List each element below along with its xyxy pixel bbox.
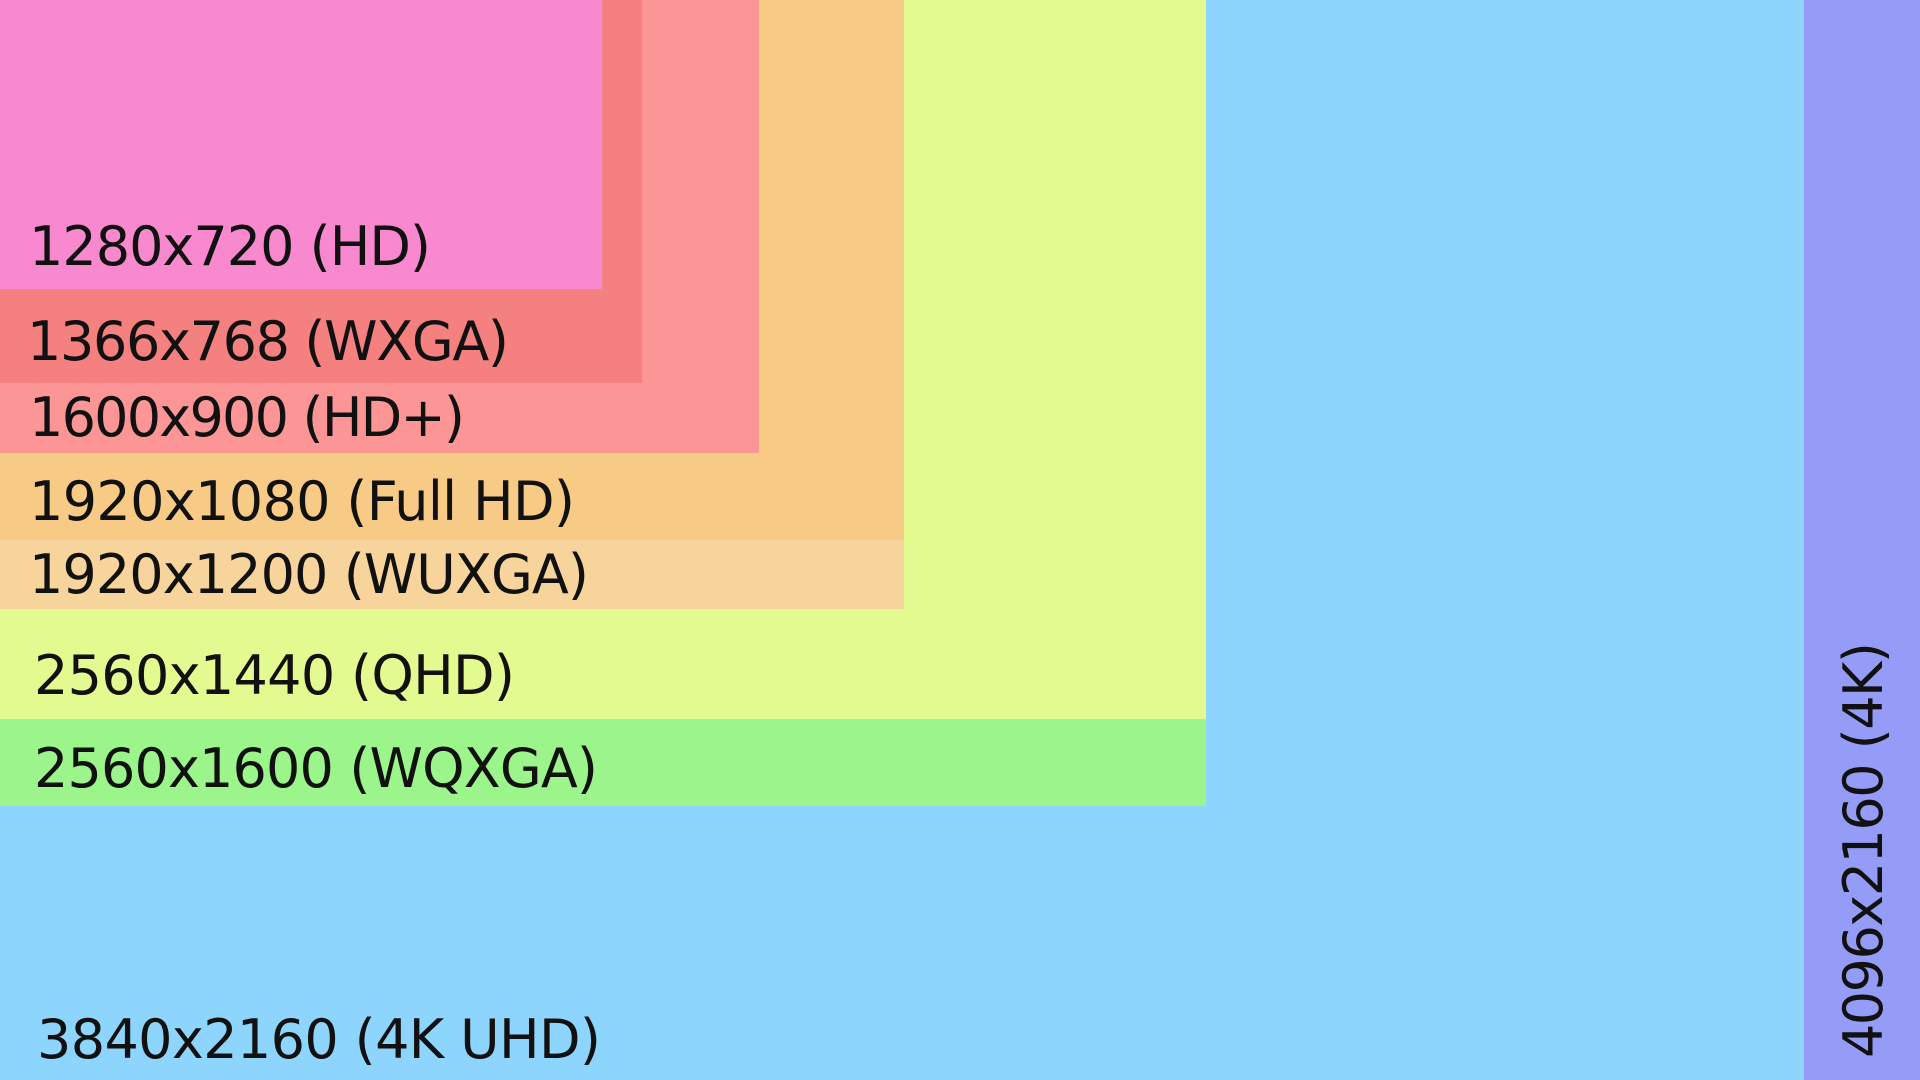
label-wxga: 1366x768 (WXGA): [27, 310, 509, 373]
region-hd: [0, 0, 602, 289]
label-4k: 4096x2160 (4K): [1832, 642, 1895, 1058]
label-qhd: 2560x1440 (QHD): [34, 644, 515, 707]
label-wqxga: 2560x1600 (WQXGA): [34, 737, 598, 800]
label-4k-uhd: 3840x2160 (4K UHD): [37, 1008, 601, 1071]
label-hd-plus: 1600x900 (HD+): [29, 386, 465, 449]
label-hd: 1280x720 (HD): [29, 215, 431, 278]
label-wuxga: 1920x1200 (WUXGA): [29, 543, 589, 606]
label-full-hd: 1920x1080 (Full HD): [29, 470, 575, 533]
